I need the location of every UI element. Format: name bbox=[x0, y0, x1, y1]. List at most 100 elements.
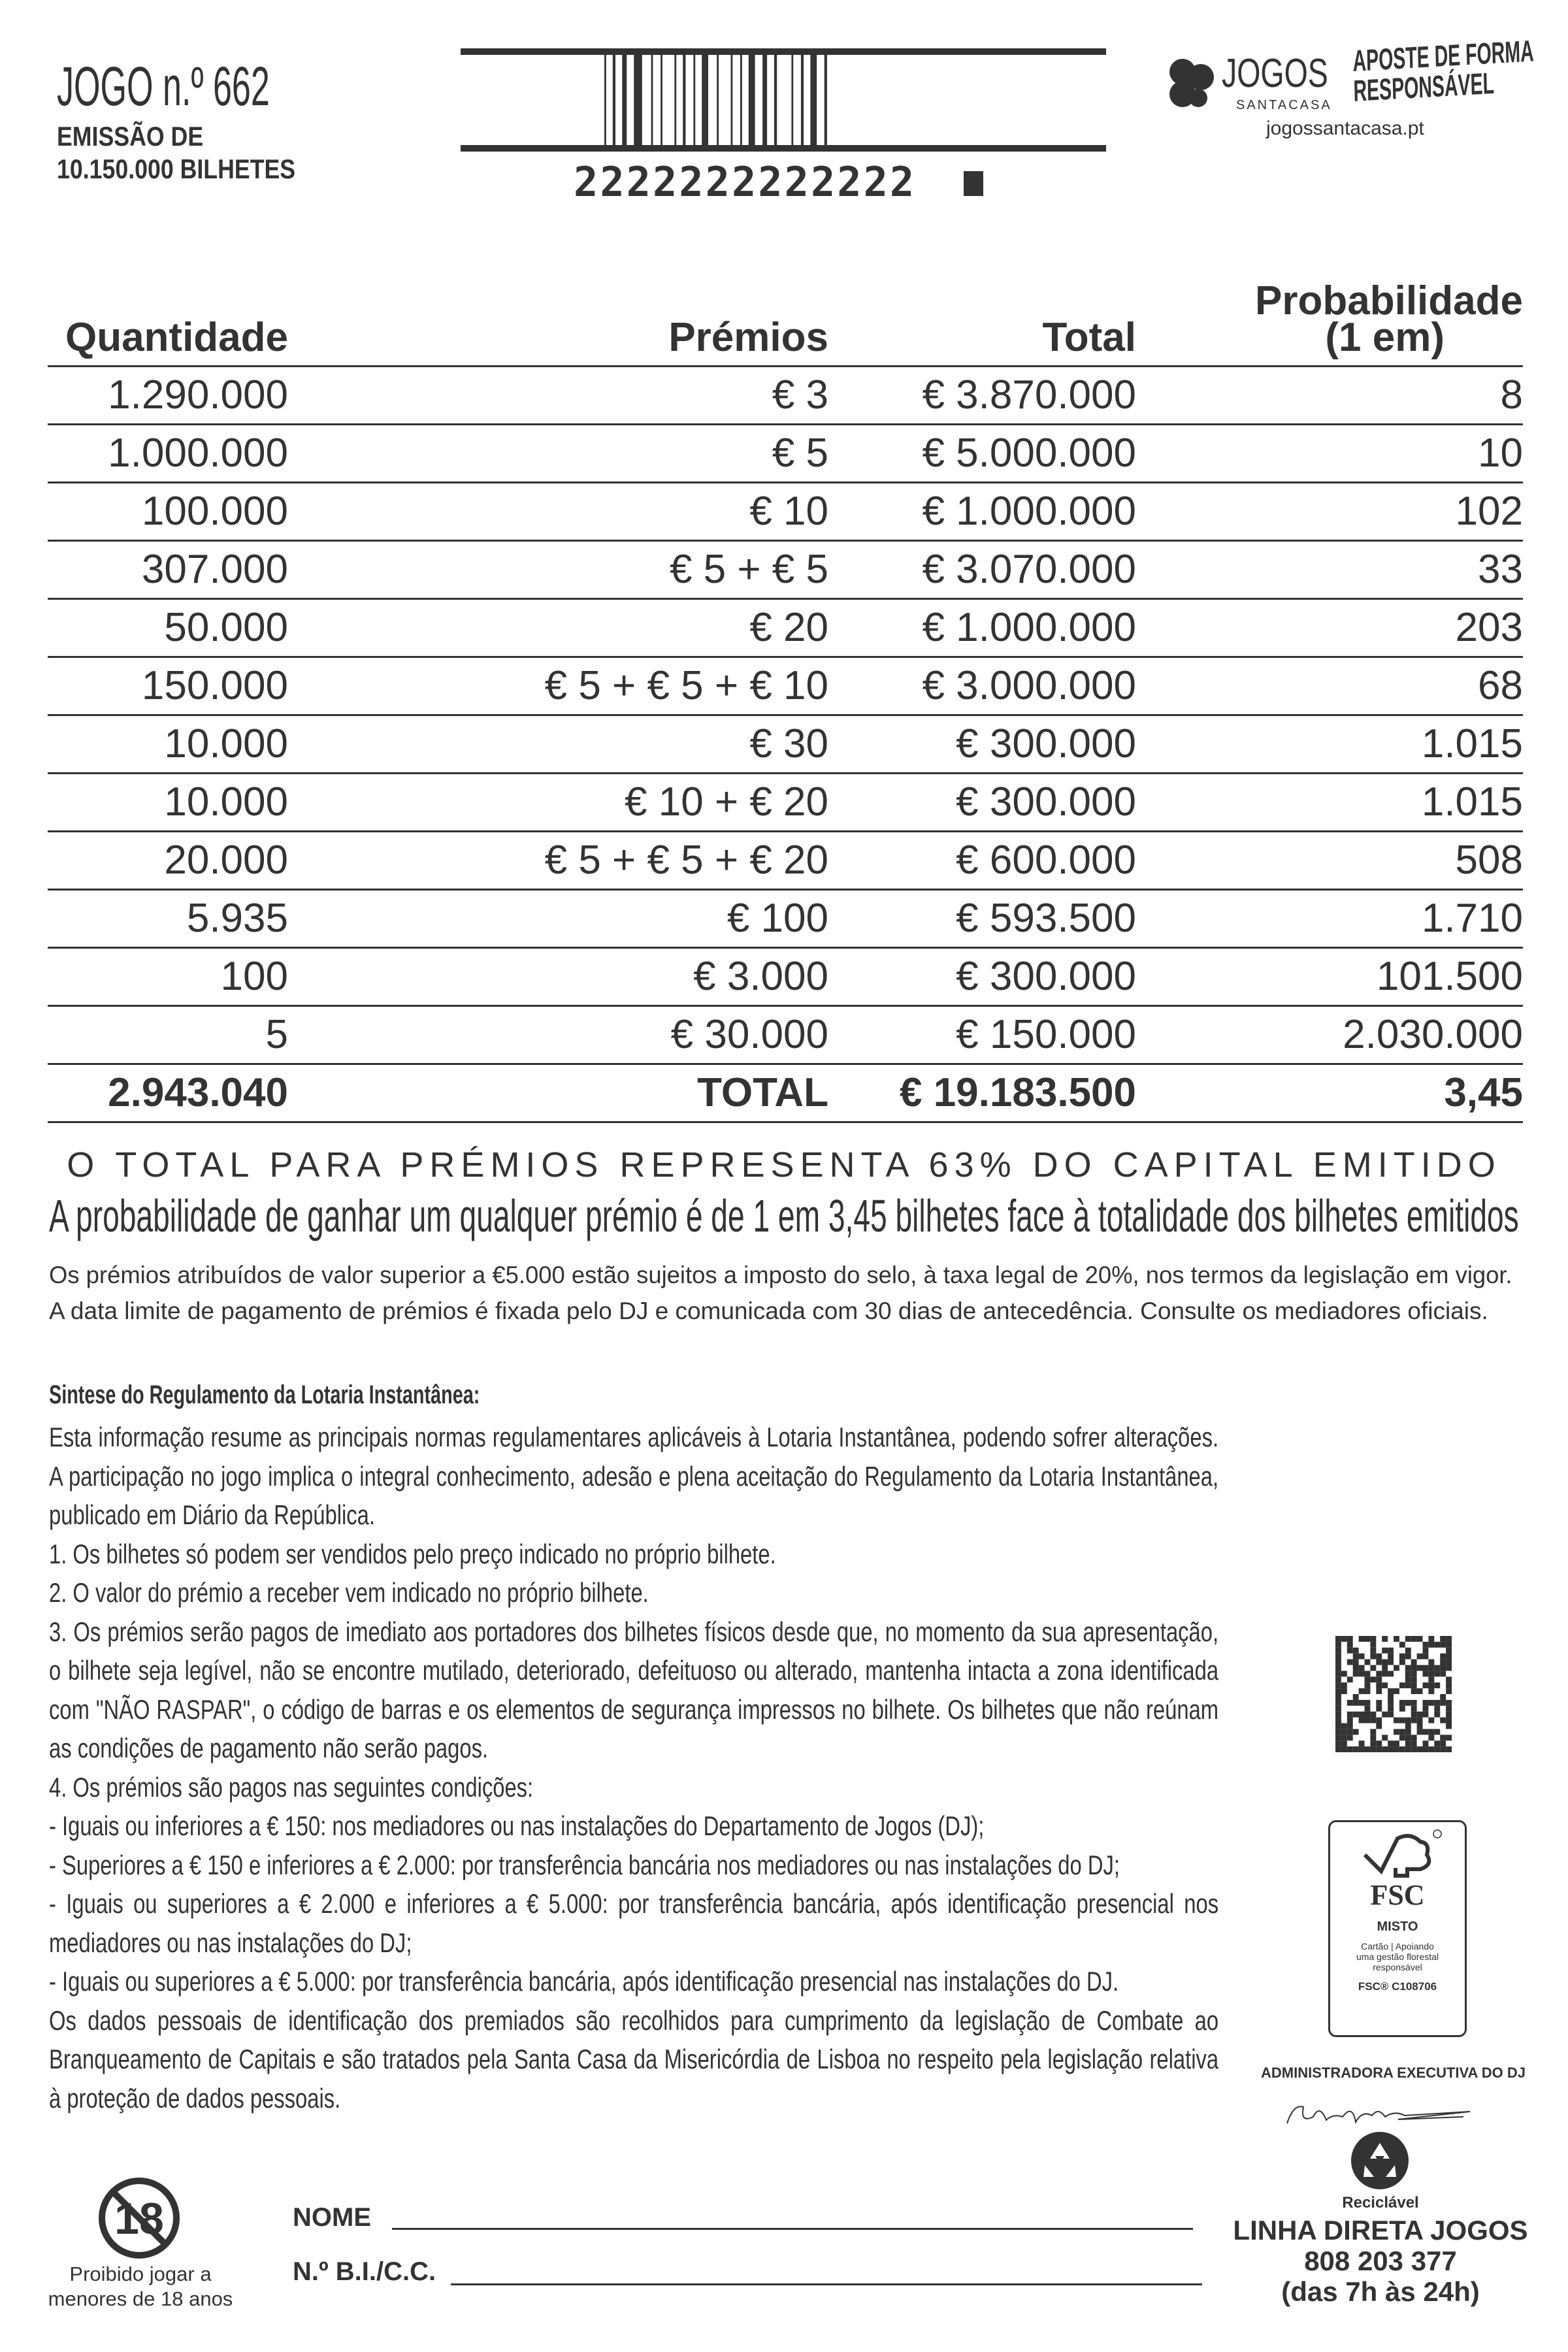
datamatrix-module bbox=[1335, 1671, 1341, 1677]
datamatrix-module bbox=[1399, 1729, 1405, 1735]
datamatrix-module bbox=[1335, 1740, 1341, 1747]
datamatrix-module bbox=[1341, 1735, 1347, 1741]
datamatrix-module bbox=[1382, 1746, 1388, 1752]
datamatrix-module bbox=[1446, 1659, 1452, 1665]
datamatrix-module bbox=[1388, 1694, 1394, 1700]
datamatrix-module bbox=[1446, 1636, 1452, 1642]
datamatrix-module bbox=[1416, 1665, 1423, 1671]
regulation-paragraph: 3. Os prémios serão pagos de imediato ao… bbox=[49, 1616, 1219, 1764]
cell-prize: € 10 + € 20 bbox=[288, 773, 828, 832]
cell-prize: € 3 bbox=[288, 366, 828, 425]
datamatrix-module bbox=[1428, 1682, 1435, 1689]
datamatrix-module bbox=[1335, 1653, 1341, 1659]
datamatrix-module bbox=[1422, 1653, 1429, 1659]
fsc-line3: responsável bbox=[1373, 1962, 1422, 1972]
datamatrix-module bbox=[1422, 1641, 1429, 1648]
cell-prize: € 20 bbox=[288, 598, 828, 658]
datamatrix-module bbox=[1446, 1735, 1452, 1741]
datamatrix-module bbox=[1382, 1711, 1388, 1718]
datamatrix-module bbox=[1428, 1671, 1435, 1677]
datamatrix-module bbox=[1335, 1729, 1341, 1735]
datamatrix-module bbox=[1446, 1647, 1452, 1654]
website: jogossantacasa.pt bbox=[1266, 118, 1424, 139]
datamatrix-module bbox=[1399, 1653, 1405, 1659]
datamatrix-module bbox=[1347, 1746, 1353, 1752]
cell-prob: 3,45 bbox=[1136, 1064, 1523, 1123]
datamatrix-module bbox=[1416, 1711, 1423, 1718]
cell-prize: € 30 bbox=[288, 715, 828, 774]
datamatrix-module bbox=[1341, 1682, 1347, 1689]
barcode-bar bbox=[717, 55, 719, 145]
hotline-title: LINHA DIRETA JOGOS bbox=[1233, 2215, 1528, 2246]
datamatrix-module bbox=[1416, 1717, 1423, 1723]
datamatrix-module bbox=[1376, 1653, 1382, 1659]
datamatrix-module bbox=[1388, 1647, 1394, 1654]
datamatrix-module bbox=[1440, 1653, 1446, 1659]
datamatrix-module bbox=[1347, 1729, 1353, 1735]
regulation-paragraph: 4. Os prémios são pagos nas seguintes co… bbox=[49, 1771, 534, 1803]
cell-prob: 1.015 bbox=[1136, 773, 1523, 832]
datamatrix-module bbox=[1428, 1676, 1435, 1683]
datamatrix-module bbox=[1416, 1723, 1423, 1729]
table-row: 10.000 € 10 + € 20 € 300.000 1.015 bbox=[48, 773, 1523, 832]
datamatrix-module bbox=[1364, 1717, 1371, 1723]
cell-prize: € 5 + € 5 bbox=[288, 540, 828, 600]
datamatrix-module bbox=[1440, 1735, 1446, 1741]
datamatrix-module bbox=[1428, 1729, 1435, 1735]
datamatrix-module bbox=[1347, 1641, 1353, 1648]
logo-text: JOGOS bbox=[1222, 51, 1328, 96]
datamatrix-module bbox=[1440, 1717, 1446, 1723]
datamatrix-module bbox=[1335, 1659, 1341, 1665]
datamatrix-module bbox=[1335, 1688, 1341, 1694]
regulation-paragraph: Os dados pessoais de identificação dos p… bbox=[49, 2004, 1219, 2114]
datamatrix-module bbox=[1358, 1699, 1365, 1706]
datamatrix-module bbox=[1370, 1665, 1377, 1671]
datamatrix-module bbox=[1394, 1636, 1399, 1642]
table-row: 100 € 3.000 € 300.000 101.500 bbox=[48, 947, 1523, 1007]
name-field[interactable] bbox=[392, 2228, 1193, 2230]
datamatrix-module bbox=[1411, 1682, 1417, 1689]
datamatrix-module bbox=[1364, 1682, 1371, 1689]
regulation-paragraph: Esta informação resume as principais nor… bbox=[49, 1422, 1219, 1530]
datamatrix-module bbox=[1352, 1665, 1359, 1671]
datamatrix-module bbox=[1416, 1653, 1423, 1659]
datamatrix-module bbox=[1335, 1705, 1341, 1712]
datamatrix-module bbox=[1382, 1671, 1388, 1677]
cell-total: € 3.000.000 bbox=[828, 657, 1136, 716]
datamatrix-module bbox=[1358, 1746, 1365, 1752]
table-row: 1.000.000 € 5 € 5.000.000 10 bbox=[48, 424, 1523, 483]
datamatrix-module bbox=[1341, 1740, 1347, 1747]
datamatrix-module bbox=[1434, 1665, 1441, 1671]
datamatrix-module bbox=[1446, 1676, 1452, 1683]
cell-qty: 5.935 bbox=[48, 889, 288, 949]
recycle-icon bbox=[1351, 2132, 1409, 2189]
id-field[interactable] bbox=[451, 2283, 1202, 2285]
datamatrix-module bbox=[1405, 1665, 1411, 1671]
barcode-bar bbox=[762, 55, 768, 145]
datamatrix-module bbox=[1394, 1746, 1399, 1752]
barcode-bar bbox=[740, 55, 742, 145]
cell-qty: 50.000 bbox=[48, 598, 288, 658]
datamatrix-module bbox=[1428, 1659, 1435, 1665]
datamatrix-module bbox=[1411, 1659, 1417, 1665]
datamatrix-module bbox=[1411, 1735, 1417, 1741]
datamatrix-module bbox=[1411, 1688, 1417, 1694]
regulation-paragraph: - Iguais ou superiores a € 2.000 e infer… bbox=[49, 1888, 1219, 1958]
datamatrix-module bbox=[1376, 1723, 1382, 1729]
datamatrix-module bbox=[1428, 1688, 1435, 1694]
table-header: Quantidade Prémios Total Probabilidade (… bbox=[48, 255, 1523, 367]
datamatrix-module bbox=[1376, 1746, 1382, 1752]
cell-total: € 1.000.000 bbox=[828, 482, 1136, 542]
datamatrix-module bbox=[1399, 1746, 1405, 1752]
datamatrix-module bbox=[1376, 1676, 1382, 1683]
datamatrix-module bbox=[1422, 1699, 1429, 1706]
datamatrix-module bbox=[1422, 1705, 1429, 1712]
datamatrix-module bbox=[1347, 1735, 1353, 1741]
datamatrix-module bbox=[1440, 1746, 1446, 1752]
header-total: Total bbox=[828, 255, 1136, 367]
datamatrix-module bbox=[1428, 1665, 1435, 1671]
datamatrix-module bbox=[1394, 1665, 1399, 1671]
datamatrix-module bbox=[1388, 1653, 1394, 1659]
datamatrix-module bbox=[1370, 1676, 1377, 1683]
datamatrix-module bbox=[1335, 1694, 1341, 1700]
